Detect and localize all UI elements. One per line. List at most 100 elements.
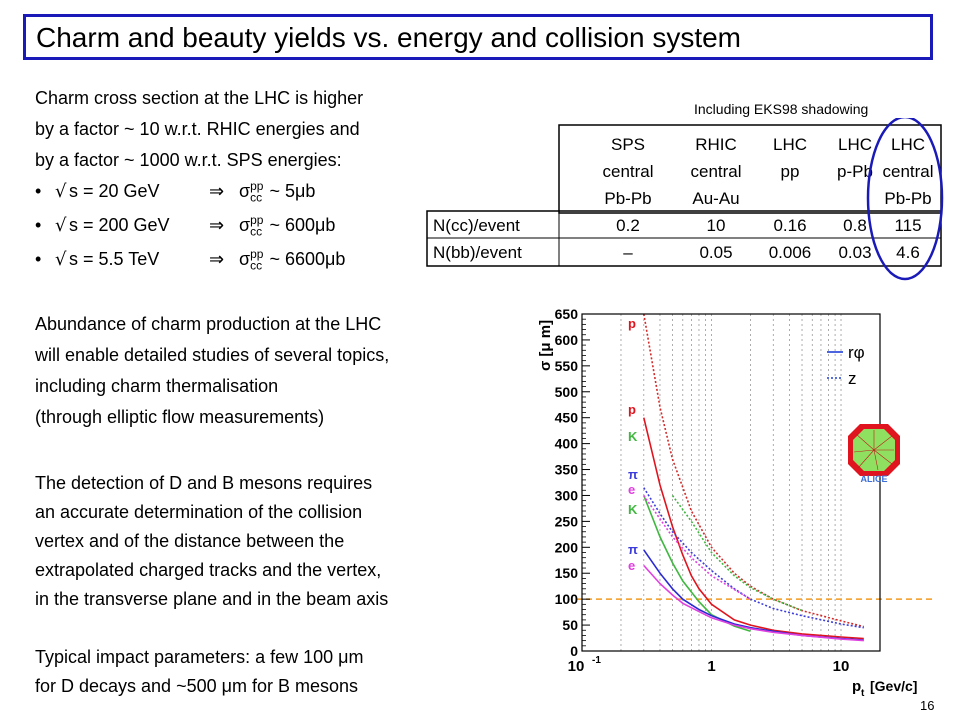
mu-symbol: μ: [325, 249, 336, 269]
abundance-paragraph: Abundance of charm production at the LHC…: [35, 309, 389, 433]
y-tick-label: 600: [555, 332, 579, 348]
table-row-label: N(cc)/event: [433, 216, 520, 235]
table-header-cell: Pb-Pb: [604, 189, 651, 208]
bullet-dot: •: [35, 249, 42, 269]
svg-text:ALICE: ALICE: [861, 474, 888, 484]
curve-label: π: [628, 467, 638, 482]
impact-parameter-chart: 0 50 100 150 200 250 300 350 400 450 500 550 600 650 1…: [537, 306, 932, 699]
detection-paragraph: The detection of D and B mesons requires…: [35, 469, 388, 614]
mu-symbol: μ: [315, 215, 326, 235]
legend-label: rφ: [848, 343, 865, 362]
curve-label: e: [628, 482, 635, 497]
y-tick-label: 650: [555, 306, 579, 322]
lhc-central-highlight: [866, 118, 944, 281]
bullet-dot: •: [35, 215, 42, 235]
series-line: [643, 313, 864, 628]
y-tick-label: 100: [555, 591, 579, 607]
y-tick-label: 450: [555, 410, 579, 426]
curve-label: p: [628, 316, 636, 331]
y-tick-label: 300: [555, 487, 579, 503]
table-cell: 0.03: [838, 243, 871, 262]
curve-label: K: [628, 429, 638, 444]
y-tick-label: 200: [555, 539, 579, 555]
legend-label: z: [848, 369, 857, 388]
bullet-value: ~ 6600: [269, 249, 326, 269]
y-tick-label: 50: [562, 617, 578, 633]
table-header-cell: Au-Au: [692, 189, 739, 208]
implies-arrow-icon: ⇒: [209, 181, 225, 202]
yields-table: SPS central Pb-Pb RHIC central Au-Au LHC pp LHC p…: [426, 118, 944, 281]
sqrt-icon: √: [55, 215, 67, 236]
detection-line: The detection of D and B mesons requires: [35, 473, 373, 493]
table-header-cell: p-Pb: [837, 162, 873, 181]
slide-title: Charm and beauty yields vs. energy and c…: [36, 22, 742, 53]
impact-text: Typical impact parameters: a few 100: [35, 647, 339, 667]
sigma-symbol: σ: [239, 249, 251, 269]
bullet-energy: s = 200 GeV: [69, 215, 170, 235]
series-line: [671, 495, 803, 612]
bullet-item: • √ s = 200 GeV ⇒ σccpp ~ 600 μb: [35, 213, 335, 239]
table-cell: 0.05: [699, 243, 732, 262]
table-header-cell: central: [882, 162, 933, 181]
impact-text: m for B mesons: [232, 676, 359, 696]
x-tick-label: 1: [707, 658, 715, 675]
table-cell: 0.2: [616, 216, 640, 235]
sigma-superscript: pp: [250, 179, 264, 193]
bullet-unit: b: [325, 215, 336, 235]
bullet-item: • √ s = 5.5 TeV ⇒ σccpp ~ 6600 μb: [35, 247, 345, 273]
sigma-subscript: cc: [250, 190, 263, 205]
detection-line: in the transverse plane and in the beam …: [35, 589, 389, 609]
abundance-line: will enable detailed studies of several …: [35, 345, 390, 365]
bullet-unit: b: [335, 249, 346, 269]
sigma-subscript: cc: [250, 224, 263, 239]
slide-number: 16: [920, 698, 935, 713]
x-axis-unit: [Gev/c]: [870, 678, 917, 694]
sigma-symbol: σ: [239, 181, 251, 201]
impact-line: for D decays and ~500 μm for B mesons: [35, 672, 364, 701]
alice-logo: ALICE: [848, 424, 900, 484]
curve-label: π: [628, 542, 638, 557]
intro-line: Charm cross section at the LHC is higher: [35, 88, 364, 108]
table-header-cell: SPS: [611, 135, 645, 154]
abundance-line: (through elliptic flow measurements): [35, 407, 325, 427]
series-line: [643, 417, 864, 640]
y-tick-label: 550: [555, 358, 579, 374]
sigma-symbol: σ: [239, 215, 251, 235]
bullet-energy: s = 20 GeV: [69, 181, 160, 201]
series-line: [643, 495, 751, 600]
bullet-item: • √ s = 20 GeV ⇒ σccpp ~ 5 μb: [35, 179, 315, 205]
y-tick-label: 350: [555, 462, 579, 478]
eks-shadowing-note: Including EKS98 shadowing: [694, 101, 869, 117]
table-header-cell: LHC: [891, 135, 925, 154]
impact-paragraph: Typical impact parameters: a few 100 μm …: [35, 643, 364, 701]
intro-line: by a factor ~ 1000 w.r.t. SPS energies:: [35, 150, 342, 170]
x-axis-label: p: [852, 678, 861, 695]
table-cell: –: [623, 243, 633, 262]
sigma-superscript: pp: [250, 213, 264, 227]
implies-arrow-icon: ⇒: [209, 215, 225, 236]
y-axis-label: σ [μ m]: [537, 320, 554, 371]
mu-symbol: μ: [338, 647, 349, 667]
x-tick-label: 10: [833, 658, 850, 675]
bullet-energy: s = 5.5 TeV: [69, 249, 160, 269]
table-header-cell: LHC: [773, 135, 807, 154]
impact-text: m: [348, 647, 364, 667]
y-tick-label: 250: [555, 513, 579, 529]
y-tick-label: 150: [555, 565, 579, 581]
detection-line: vertex and of the distance between the: [35, 531, 345, 551]
table-header-frame: [558, 124, 942, 214]
bullet-dot: •: [35, 181, 42, 201]
curve-label: e: [628, 558, 635, 573]
series-line: [643, 564, 864, 642]
series-line: [643, 487, 864, 629]
table-header-cell: central: [602, 162, 653, 181]
table-cell: 0.16: [773, 216, 806, 235]
sqrt-icon: √: [55, 181, 67, 202]
table-cell: 10: [707, 216, 726, 235]
table-header-cell: Pb-Pb: [884, 189, 931, 208]
curve-label: p: [628, 402, 636, 417]
table-header-cell: central: [690, 162, 741, 181]
bullet-value: ~ 600: [269, 215, 316, 235]
mu-symbol: μ: [221, 676, 232, 696]
mu-symbol: μ: [295, 181, 306, 201]
